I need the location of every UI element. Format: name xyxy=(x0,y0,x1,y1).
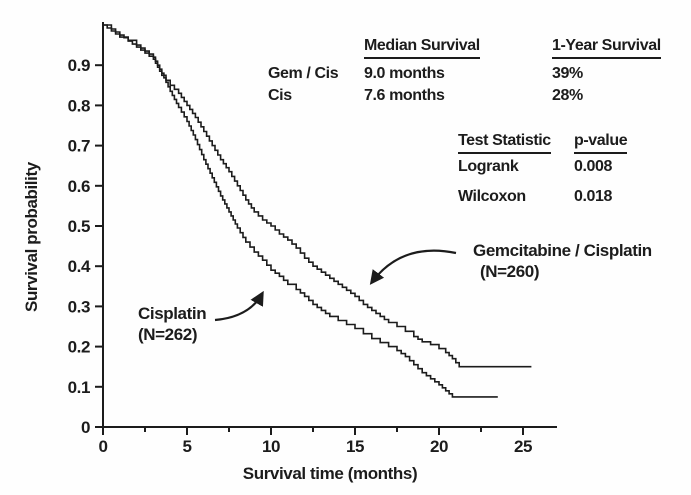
y-tick-label: 0.2 xyxy=(68,338,90,357)
y-tick-label: 0.6 xyxy=(68,177,90,196)
y-tick-label: 0.3 xyxy=(68,297,90,316)
x-tick-label: 0 xyxy=(98,437,107,456)
x-tick-label: 25 xyxy=(514,437,532,456)
gem-cis-curve-label-n: (N=260) xyxy=(480,262,540,282)
gem-cis-pointer-arrow xyxy=(369,249,457,285)
x-tick-label: 15 xyxy=(346,437,364,456)
y-tick-label: 0.8 xyxy=(68,96,90,115)
y-tick-label: 0.1 xyxy=(68,378,90,397)
x-axis-title: Survival time (months) xyxy=(242,464,418,483)
gem-cis-curve-label: Gemcitabine / Cisplatin (N=260) xyxy=(473,240,652,283)
y-tick-label: 0.7 xyxy=(68,137,90,156)
median-value-gem-cis: 9.0 months xyxy=(364,65,445,82)
p-value-wilcoxon: 0.018 xyxy=(574,188,613,205)
gem-cis-curve-label-name: Gemcitabine / Cisplatin xyxy=(473,241,652,260)
p-value-logrank: 0.008 xyxy=(574,158,613,175)
treatment-name-cis: Cis xyxy=(268,87,292,104)
y-tick-label: 0.5 xyxy=(68,217,90,236)
y-tick-label: 0 xyxy=(81,418,90,437)
cisplatin-curve-label-name: Cisplatin xyxy=(138,304,207,323)
y-tick-label: 0.4 xyxy=(68,257,91,276)
survival-curve-gem-cis xyxy=(103,24,532,368)
y-tick-label: 0.9 xyxy=(68,56,90,75)
median-survival-header: Median Survival xyxy=(364,36,480,59)
x-tick-label: 5 xyxy=(182,437,191,456)
test-name-logrank: Logrank xyxy=(458,158,519,175)
one-year-survival-header: 1-Year Survival xyxy=(552,36,661,59)
cisplatin-pointer-arrow xyxy=(214,290,264,322)
p-value-header: p-value xyxy=(574,131,628,154)
cisplatin-curve-label-n: (N=262) xyxy=(138,325,198,345)
one-year-value-cis: 28% xyxy=(552,87,583,104)
median-value-cis: 7.6 months xyxy=(364,87,445,104)
x-tick-label: 20 xyxy=(430,437,448,456)
test-statistic-header: Test Statistic xyxy=(458,131,551,154)
test-name-wilcoxon: Wilcoxon xyxy=(458,188,526,205)
x-tick-label: 10 xyxy=(262,437,280,456)
y-axis-title: Survival probability xyxy=(22,162,41,313)
one-year-value-gem-cis: 39% xyxy=(552,65,583,82)
survival-curve-cisplatin xyxy=(103,24,498,398)
survival-curves xyxy=(103,24,532,398)
axes: 0 0.1 0.2 0.3 0.4 0.5 0.6 0.7 0.8 0.9 0 5 10 15 20 25 xyxy=(68,22,557,456)
treatment-name-gem-cis: Gem / Cis xyxy=(268,65,339,82)
cisplatin-curve-label: Cisplatin (N=262) xyxy=(138,303,207,346)
